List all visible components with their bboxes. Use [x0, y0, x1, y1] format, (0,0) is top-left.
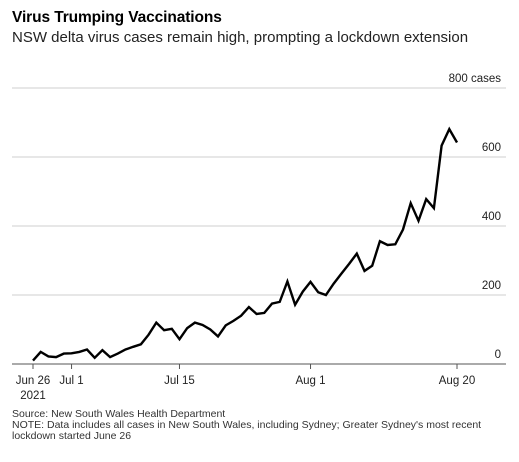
- x-tick-label: Jun 26: [16, 375, 51, 387]
- series-line: [32, 126, 459, 362]
- x-tick-sublabel: 2021: [20, 390, 46, 402]
- y-tick-label: 200: [482, 280, 501, 292]
- y-tick-label: 0: [495, 349, 501, 361]
- chart-subtitle: NSW delta virus cases remain high, promp…: [12, 29, 469, 46]
- x-tick-label: Aug 20: [439, 375, 475, 387]
- y-tick-label: 800 cases: [449, 73, 502, 85]
- y-tick-label: 600: [482, 142, 501, 154]
- x-tick-label: Jul 1: [59, 375, 83, 387]
- source-note: Source: New South Wales Health Departmen…: [12, 408, 226, 420]
- chart-title: Virus Trumping Vaccinations: [12, 9, 222, 26]
- data-note: NOTE: Data includes all cases in New Sou…: [12, 419, 482, 442]
- x-tick-label: Jul 15: [164, 375, 195, 387]
- y-tick-label: 400: [482, 211, 501, 223]
- chart-footer: Source: New South Wales Health Departmen…: [12, 409, 512, 442]
- x-tick-label: Aug 1: [295, 375, 325, 387]
- line-chart: 0 200 400 600 800 cases Jun 26 2021 Jul 1 Jul 15…: [12, 73, 506, 402]
